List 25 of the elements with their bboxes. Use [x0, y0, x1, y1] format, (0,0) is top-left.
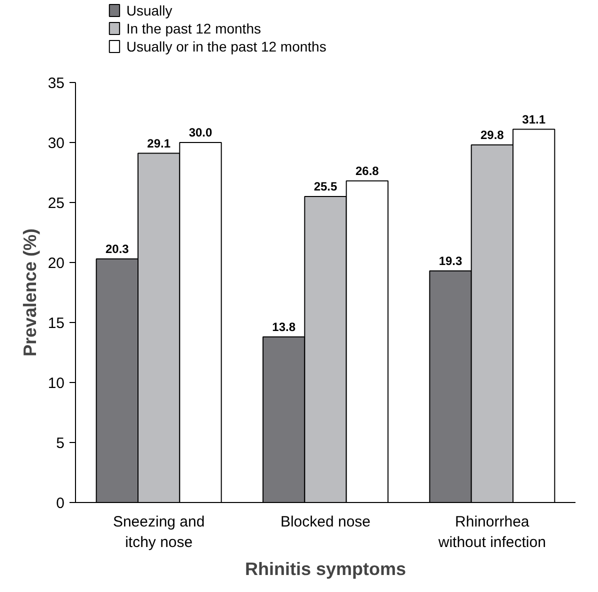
data-label: 29.1: [147, 136, 171, 150]
y-tick-label: 35: [48, 75, 65, 92]
data-label: 30.0: [188, 126, 213, 140]
y-tick-label: 25: [48, 195, 65, 212]
x-tick-label: Rhinorrhea without infection: [437, 514, 546, 551]
data-label: 26.8: [355, 164, 380, 178]
data-label: 31.1: [522, 112, 546, 126]
x-axis-title: Rhinitis symptoms: [244, 558, 406, 579]
legend-label: Usually or in the past 12 months: [126, 38, 326, 54]
y-tick-label: 15: [48, 315, 65, 332]
data-label: 20.3: [105, 242, 130, 256]
y-tick-label: 20: [48, 255, 65, 272]
x-tick-label: Blocked nose: [280, 514, 371, 530]
data-label: 29.8: [480, 128, 504, 142]
data-label: 19.3: [438, 254, 463, 268]
data-label: 25.5: [314, 180, 338, 194]
data-label: 13.8: [272, 320, 296, 334]
legend-label: Usually: [126, 2, 172, 18]
y-tick-label: 10: [48, 375, 65, 392]
legend-label: In the past 12 months: [126, 20, 261, 36]
y-tick-label: 5: [56, 435, 64, 452]
y-tick-label: 0: [56, 495, 64, 512]
y-tick-label: 30: [48, 135, 65, 152]
x-tick-label: Sneezing and itchy nose: [112, 514, 205, 551]
y-axis-title: Prevalence (%): [20, 228, 40, 357]
